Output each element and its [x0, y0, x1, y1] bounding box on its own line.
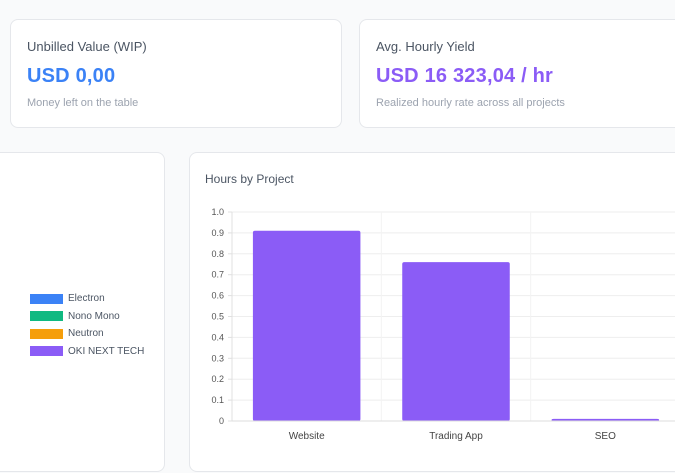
- hourly-yield-value: USD 16 323,04 / hr: [376, 65, 554, 87]
- legend-item-nono-mono[interactable]: Nono Mono: [30, 308, 144, 326]
- legend-swatch: [30, 293, 63, 304]
- wip-label: Unbilled Value (WIP): [27, 39, 147, 54]
- chart-legend: Electron Nono Mono Neutron OKI NEXT TECH: [30, 290, 144, 360]
- hourly-yield-subtitle: Realized hourly rate across all projects: [376, 97, 565, 109]
- wip-value: USD 0,00: [27, 65, 116, 87]
- legend-label: OKI NEXT TECH: [68, 345, 145, 357]
- bar-trading-app: [402, 262, 510, 421]
- y-tick-label: 0.5: [211, 312, 224, 322]
- y-tick-label: 0.3: [211, 353, 224, 363]
- y-tick-label: 0.1: [211, 395, 224, 405]
- y-tick-label: 0.4: [211, 332, 224, 342]
- wip-subtitle: Money left on the table: [27, 97, 139, 109]
- hourly-yield-card: Avg. Hourly Yield USD 16 323,04 / hr Rea…: [359, 19, 675, 128]
- legend-label: Nono Mono: [68, 310, 120, 322]
- y-tick-label: 0.2: [211, 374, 224, 384]
- x-tick-label: SEO: [595, 431, 616, 442]
- legend-item-electron[interactable]: Electron: [30, 290, 144, 308]
- x-tick-label: Trading App: [429, 431, 483, 442]
- y-tick-label: 0.6: [211, 291, 224, 301]
- legend-item-neutron[interactable]: Neutron: [30, 325, 144, 343]
- legend-swatch: [30, 328, 63, 339]
- y-tick-label: 0.7: [211, 270, 224, 280]
- client-distribution-card: Electron Nono Mono Neutron OKI NEXT TECH: [0, 152, 165, 472]
- hours-bar-chart: 0 0.1 0.2 0.3 0.4 0.5 0.6 0.7 0.8 0.9 1.0 Website Tr…: [211, 207, 675, 442]
- y-tick-label: 0.9: [211, 228, 224, 238]
- y-tick-label: 0: [219, 416, 224, 426]
- x-tick-label: Website: [289, 431, 325, 442]
- y-tick-label: 0.8: [211, 249, 224, 259]
- hours-by-project-card: Hours by Project 0 0.1 0.2 0.3 0.4 0.5 0.6 0.7 0…: [189, 152, 675, 472]
- bar-website: [252, 230, 361, 421]
- legend-label: Electron: [68, 293, 105, 305]
- bar-seo: [551, 418, 660, 421]
- legend-label: Neutron: [68, 328, 104, 340]
- y-tick-label: 1.0: [211, 207, 224, 217]
- legend-item-oki-next-tech[interactable]: OKI NEXT TECH: [30, 343, 144, 361]
- legend-swatch: [30, 311, 63, 322]
- chart-title: Hours by Project: [205, 172, 294, 186]
- legend-swatch: [30, 346, 63, 357]
- wip-card: Unbilled Value (WIP) USD 0,00 Money left…: [10, 19, 342, 128]
- hourly-yield-label: Avg. Hourly Yield: [376, 39, 475, 54]
